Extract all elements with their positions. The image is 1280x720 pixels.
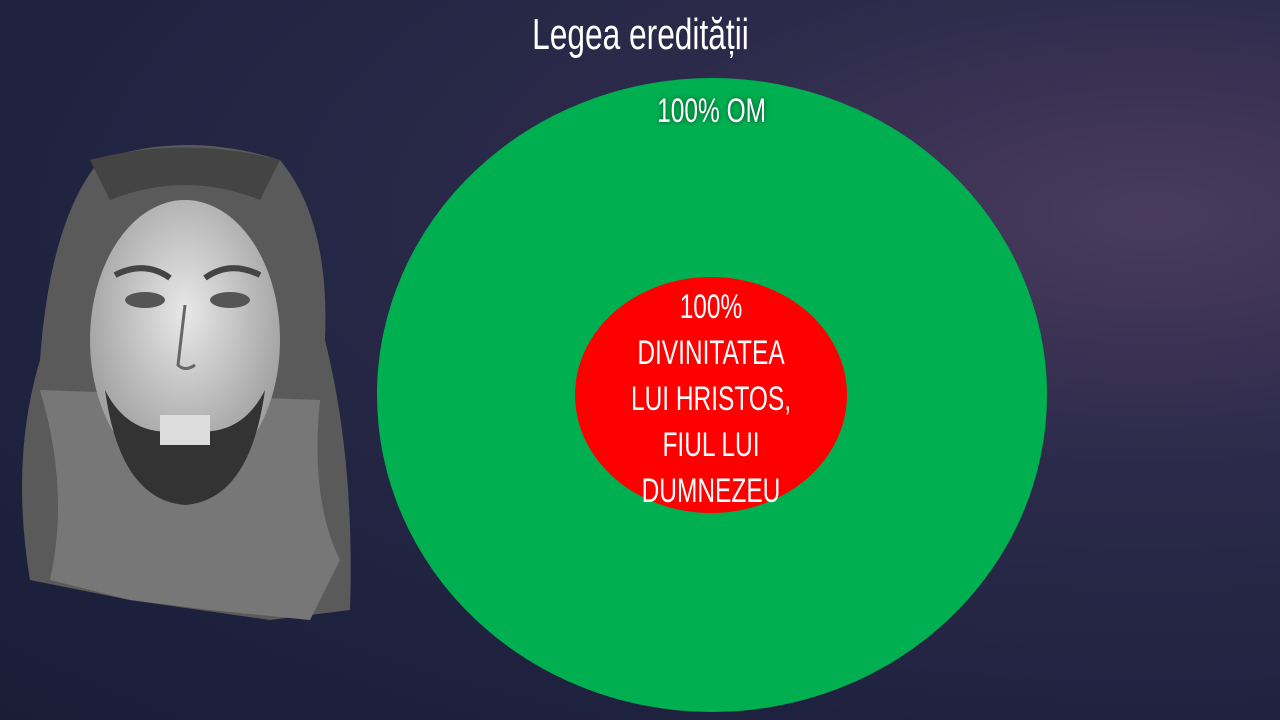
divinity-inner-circle	[575, 277, 847, 513]
divinity-label-line: LUI HRISTOS,	[630, 380, 792, 418]
divinity-label-line: FIUL LUI	[662, 426, 760, 464]
divinity-label-line: DIVINITATEA	[637, 334, 785, 372]
slide-title: Legea eredității	[531, 10, 749, 59]
divinity-label-line: 100%	[679, 288, 743, 326]
divinity-label: 100% DIVINITATEA LUI HRISTOS, FIUL LUI D…	[561, 284, 861, 514]
jesus-portrait-image	[22, 145, 351, 620]
humanity-label: 100% OM	[657, 92, 767, 130]
divinity-label-line: DUMNEZEU	[641, 472, 781, 510]
